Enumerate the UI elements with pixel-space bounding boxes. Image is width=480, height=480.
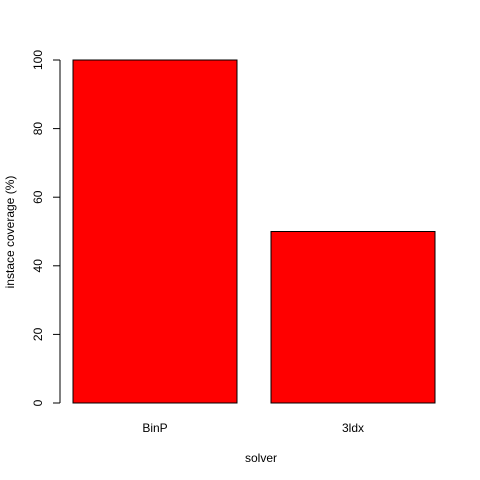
y-tick-label: 80 [31, 122, 45, 136]
y-axis-title: instace coverage (%) [3, 176, 17, 289]
bar-3ldx [270, 231, 436, 404]
y-tick-label: 40 [31, 259, 45, 273]
x-tick-labels: BinP 3ldx [142, 421, 364, 435]
y-tick-label: 100 [31, 50, 45, 70]
x-tick-label-3ldx: 3ldx [342, 421, 364, 435]
bars [72, 59, 436, 404]
y-axis: 0 20 40 60 80 100 [31, 50, 61, 406]
x-axis-title: solver [245, 451, 277, 465]
y-tick-label: 60 [31, 190, 45, 204]
y-tick-label: 0 [31, 399, 45, 406]
y-tick-label: 20 [31, 327, 45, 341]
bar-binp [72, 59, 238, 404]
x-tick-label-binp: BinP [142, 421, 167, 435]
